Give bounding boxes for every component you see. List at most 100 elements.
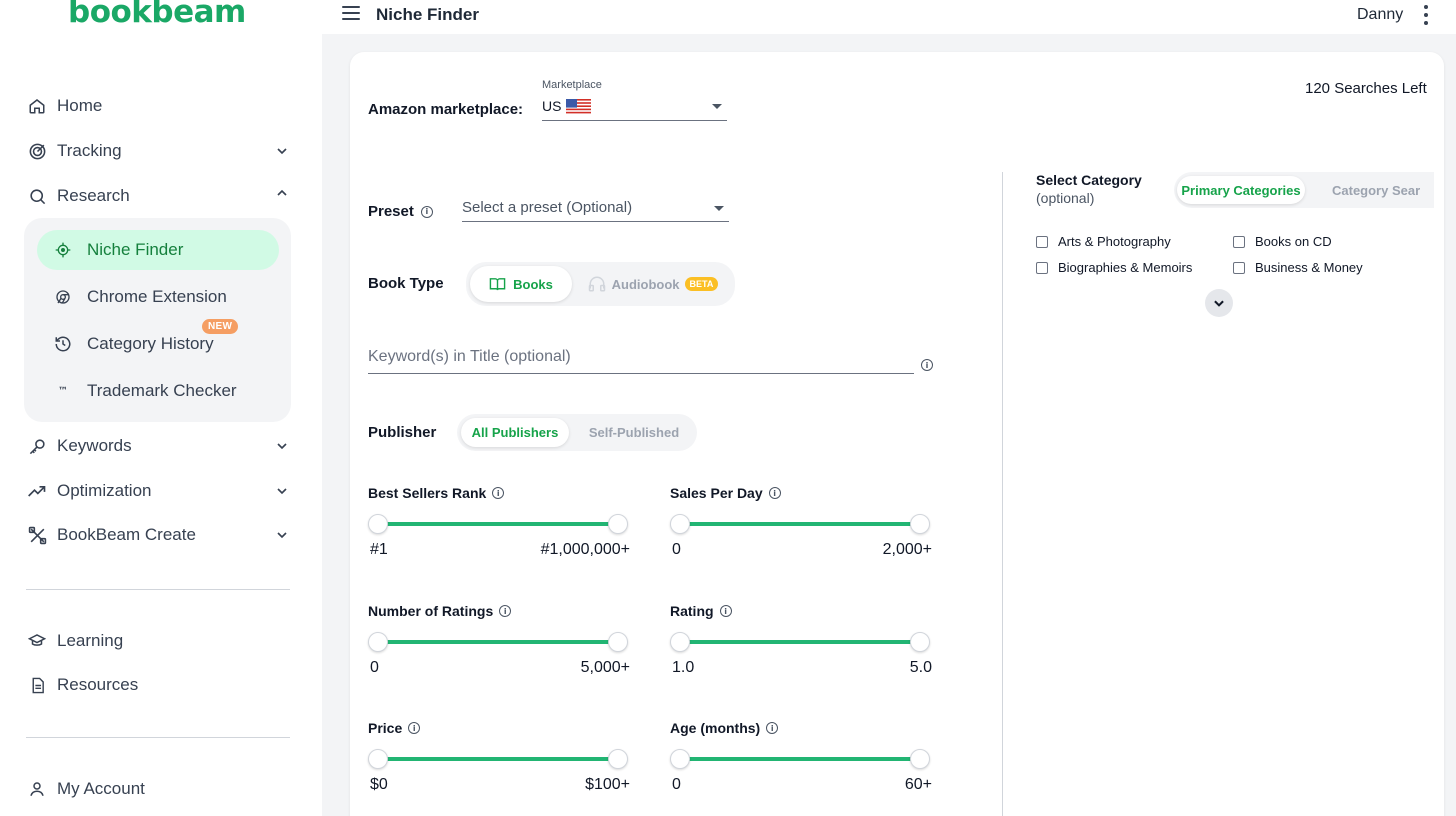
sidebar-item-learning[interactable]: Learning xyxy=(26,625,292,657)
publisher-self[interactable]: Self-Published xyxy=(575,418,693,447)
sidebar-item-research[interactable]: Research xyxy=(26,180,292,212)
slider-max-handle[interactable] xyxy=(608,749,628,769)
chevron-down-icon[interactable] xyxy=(274,483,290,499)
checkbox[interactable] xyxy=(1233,235,1245,248)
sidebar-item-label: Home xyxy=(57,96,103,115)
bookbeam-logo[interactable]: bookbeam xyxy=(68,0,246,30)
sidebar-item-optimization[interactable]: Optimization xyxy=(26,475,292,507)
checkbox[interactable] xyxy=(1233,261,1245,274)
search-icon xyxy=(26,185,48,207)
sidebar-item-home[interactable]: Home xyxy=(26,90,292,122)
keyword-title-input[interactable]: Keyword(s) in Title (optional) xyxy=(368,342,914,374)
info-icon[interactable]: i xyxy=(768,487,781,499)
slider-track[interactable] xyxy=(378,757,618,761)
tab-label: Category Sear xyxy=(1332,182,1421,198)
sidebar-item-keywords[interactable]: Keywords xyxy=(26,430,292,462)
sidebar-item-resources[interactable]: Resources xyxy=(26,669,292,701)
slider-title: Best Sellers Rank i xyxy=(368,485,505,501)
category-label: Books on CD xyxy=(1255,234,1332,249)
chevron-down-icon[interactable] xyxy=(274,143,290,159)
slider-min-handle[interactable] xyxy=(368,632,388,652)
sidebar-item-label: Learning xyxy=(57,631,124,650)
chevron-down-icon[interactable] xyxy=(274,438,290,454)
niche-finder-card: 120 Searches Left Amazon marketplace: Ma… xyxy=(350,52,1444,816)
category-option[interactable]: Books on CD xyxy=(1233,234,1332,249)
sidebar-item-trademark-checker[interactable]: ™ Trademark Checker xyxy=(37,371,279,411)
slider-min-value: 0 xyxy=(672,776,681,793)
document-icon xyxy=(26,674,48,696)
sidebar-divider xyxy=(26,737,290,738)
slider-max-handle[interactable] xyxy=(910,514,930,534)
slider-track[interactable] xyxy=(378,640,618,644)
slider-min-handle[interactable] xyxy=(368,514,388,534)
info-icon[interactable]: i xyxy=(492,487,505,499)
book-type-option: Books xyxy=(513,276,553,292)
slider-min-handle[interactable] xyxy=(670,632,690,652)
info-icon[interactable]: i xyxy=(719,605,732,617)
slider-track[interactable] xyxy=(680,522,920,526)
slider-min-handle[interactable] xyxy=(368,749,388,769)
research-submenu: Niche Finder Chrome Extension Category H… xyxy=(24,218,291,422)
chevron-up-icon[interactable] xyxy=(274,185,290,201)
category-label: Business & Money xyxy=(1255,260,1363,275)
expand-categories-button[interactable] xyxy=(1205,289,1233,317)
sidebar-item-chrome-extension[interactable]: Chrome Extension xyxy=(37,277,279,317)
checkbox[interactable] xyxy=(1036,261,1048,274)
sidebar-item-niche-finder[interactable]: Niche Finder xyxy=(37,230,279,270)
slider-label: Sales Per Day xyxy=(670,485,763,501)
slider-track[interactable] xyxy=(680,757,920,761)
slider-track[interactable] xyxy=(680,640,920,644)
menu-icon[interactable] xyxy=(342,6,360,22)
checkbox[interactable] xyxy=(1036,235,1048,248)
slider-max-handle[interactable] xyxy=(608,514,628,534)
info-icon[interactable]: i xyxy=(921,359,933,371)
book-type-books[interactable]: Books xyxy=(470,266,572,302)
trademark-icon: ™ xyxy=(58,385,68,397)
slider-min-handle[interactable] xyxy=(670,749,690,769)
slider-max-value: 5.0 xyxy=(909,659,932,676)
tab-category-search[interactable]: Category Sear xyxy=(1332,176,1434,204)
category-option[interactable]: Biographies & Memoirs xyxy=(1036,260,1192,275)
slider-max-handle[interactable] xyxy=(608,632,628,652)
tab-label: Primary Categories xyxy=(1181,182,1301,198)
slider-max-handle[interactable] xyxy=(910,632,930,652)
tab-primary-categories[interactable]: Primary Categories xyxy=(1177,176,1305,204)
slider-max-handle[interactable] xyxy=(910,749,930,769)
book-type-audiobook[interactable]: Audiobook BETA xyxy=(578,266,728,302)
publisher-option: Self-Published xyxy=(588,425,680,440)
chrome-icon xyxy=(53,287,73,307)
sidebar-item-my-account[interactable]: My Account xyxy=(26,773,292,805)
category-label: Arts & Photography xyxy=(1058,234,1171,249)
chevron-down-icon[interactable] xyxy=(274,527,290,543)
info-icon[interactable]: i xyxy=(766,722,779,734)
history-icon xyxy=(53,334,73,354)
info-icon[interactable]: i xyxy=(408,722,421,734)
sidebar-item-tracking[interactable]: Tracking xyxy=(26,135,292,167)
publisher-all[interactable]: All Publishers xyxy=(461,418,569,447)
book-type-toggle: Books Audiobook BETA xyxy=(466,262,735,306)
sidebar-item-bookbeam-create[interactable]: BookBeam Create xyxy=(26,519,292,551)
searches-left: 120 Searches Left xyxy=(1305,80,1427,97)
keyword-placeholder: Keyword(s) in Title (optional) xyxy=(368,348,571,365)
slider-min-value: $0 xyxy=(370,776,388,793)
slider-track[interactable] xyxy=(378,522,618,526)
sidebar-item-category-history[interactable]: Category History xyxy=(37,324,279,364)
chevron-down-icon xyxy=(1214,300,1224,307)
beta-badge: BETA xyxy=(684,277,719,291)
page-title: Niche Finder xyxy=(376,5,479,24)
marketplace-field-label: Marketplace xyxy=(542,79,602,91)
info-icon[interactable]: i xyxy=(499,605,512,617)
create-tools-icon xyxy=(26,524,48,546)
slider-min-value: 1.0 xyxy=(672,659,695,676)
column-divider xyxy=(1002,172,1003,816)
marketplace-select[interactable]: US xyxy=(542,94,727,121)
category-option[interactable]: Arts & Photography xyxy=(1036,234,1171,249)
slider-label: Age (months) xyxy=(670,720,761,736)
info-icon[interactable]: i xyxy=(420,205,433,218)
category-option[interactable]: Business & Money xyxy=(1233,260,1363,275)
preset-select[interactable]: Select a preset (Optional) xyxy=(462,194,729,222)
more-vertical-icon[interactable] xyxy=(1422,5,1430,25)
user-name[interactable]: Danny xyxy=(1357,6,1404,23)
slider-min-value: 0 xyxy=(370,659,379,676)
slider-min-handle[interactable] xyxy=(670,514,690,534)
